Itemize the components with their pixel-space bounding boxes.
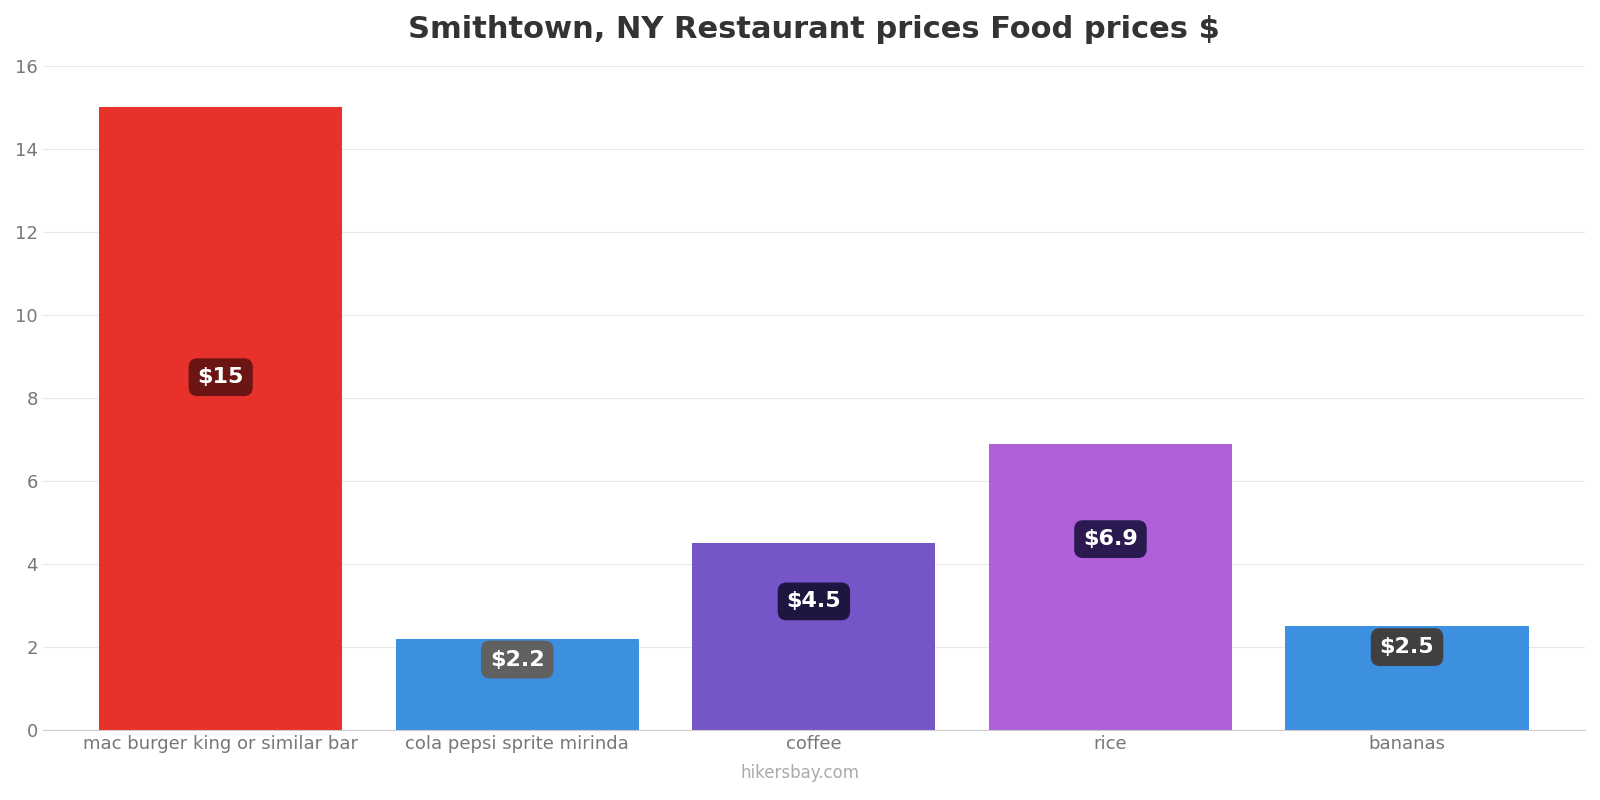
Bar [989,444,1232,730]
Text: $15: $15 [197,367,243,387]
Text: $2.2: $2.2 [490,650,544,670]
Bar [1285,626,1528,730]
Text: hikersbay.com: hikersbay.com [741,765,859,782]
Bar [395,638,638,730]
Bar [693,543,936,730]
Text: $4.5: $4.5 [787,591,842,611]
Text: $2.5: $2.5 [1379,637,1434,657]
Title: Smithtown, NY Restaurant prices Food prices $: Smithtown, NY Restaurant prices Food pri… [408,15,1219,44]
Bar [99,107,342,730]
Text: $6.9: $6.9 [1083,529,1138,549]
